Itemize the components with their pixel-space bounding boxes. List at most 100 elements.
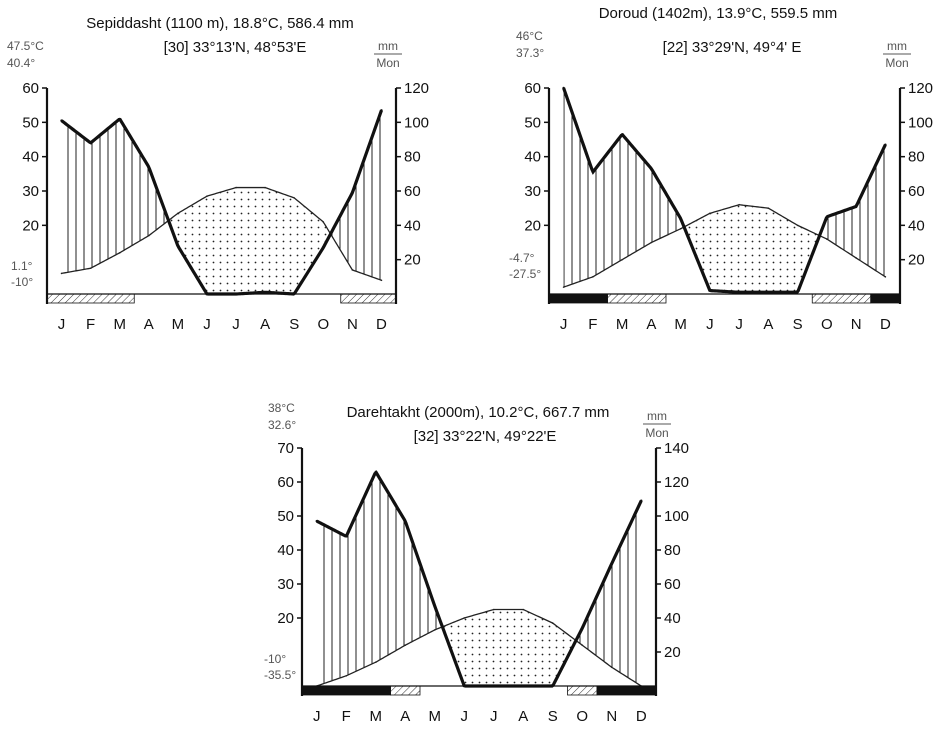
left-tick-label: 30 [277,576,294,593]
left-tick-label: 70 [277,440,294,457]
humid-period-hatch [316,472,642,686]
station-coordinates: [22] 33°29'N, 49°4' E [663,39,802,56]
precipitation-point [380,109,383,112]
right-tick-label: 40 [664,610,681,627]
temperature-point [118,252,121,254]
temperature-point [679,227,682,230]
right-tick-label: 100 [664,508,689,525]
left-tick-label: 30 [22,183,39,200]
precipitation-point [351,191,354,194]
precipitation-point [315,519,318,523]
humid-period-hatch [563,88,886,288]
precipitation-point [796,291,799,294]
temperature-point [826,238,828,240]
precipitation-line [562,87,887,294]
right-tick-label: 120 [404,80,429,97]
month-label: F [588,316,597,333]
temperature-point [89,267,92,270]
month-label: N [347,316,358,333]
month-label: A [763,316,773,333]
month-label: N [851,316,862,333]
right-tick-label: 120 [664,474,689,491]
left-tick-label: 40 [22,149,39,166]
precip-unit-month: Mon [376,56,399,70]
temperature-point [235,186,237,189]
frost-month-bar [596,685,657,696]
temperature-point [551,622,554,624]
month-label: M [113,316,126,333]
temperature-point [610,666,613,669]
precip-unit-month: Mon [885,56,908,70]
temperature-point [147,234,150,237]
temperature-point [709,212,711,215]
temperature-point [767,207,770,209]
left-tick-label: 40 [524,149,541,166]
month-label: M [674,316,687,333]
left-tick-label: 60 [22,80,39,97]
month-label: J [58,316,66,333]
temperature-point [404,644,407,646]
temperature-point [264,186,266,189]
month-label: A [646,316,656,333]
station-title: Doroud (1402m), 13.9°C, 559.5 mm [599,5,838,22]
right-tick-label: 60 [908,183,925,200]
temperature-line [61,186,382,281]
right-tick-label: 40 [404,217,421,234]
mean-min-temp-label: 1.1° [11,259,33,273]
month-label: D [636,708,647,725]
probable-frost-bar [390,685,421,696]
temperature-point [855,257,857,259]
precipitation-point [884,143,887,146]
probable-frost-bar [340,293,397,304]
precipitation-point [708,289,712,292]
precipitation-point [737,291,741,294]
arid-period-dots [169,187,330,294]
precipitation-point [89,141,92,145]
month-label: D [376,316,387,333]
temperature-point [581,644,584,646]
month-label: O [576,708,588,725]
precipitation-point [562,86,565,90]
month-label: D [880,316,891,333]
right-tick-label: 40 [908,217,925,234]
precipitation-point [825,215,829,218]
right-tick-label: 60 [664,576,681,593]
month-label: F [86,316,95,333]
precipitation-point [176,244,180,248]
month-label: J [560,316,568,333]
month-label: J [203,316,211,333]
left-tick-label: 50 [524,114,541,131]
temperature-point [562,286,565,288]
temperature-point [322,221,325,223]
mean-max-temp-label: 32.6° [268,418,296,432]
month-label: S [793,316,803,333]
left-tick-label: 50 [22,114,39,131]
left-tick-label: 60 [524,80,541,97]
station-coordinates: [32] 33°22'N, 49°22'E [414,428,557,445]
temperature-point [522,608,525,611]
precipitation-point [322,246,325,249]
precipitation-point [433,604,436,608]
temperature-point [621,258,623,261]
probable-frost-bar [46,293,135,304]
precipitation-point [591,170,595,174]
station-coordinates: [30] 33°13'N, 48°53'E [164,39,307,56]
month-label: N [606,708,617,725]
right-tick-label: 100 [404,114,429,131]
month-label: A [400,708,410,725]
temperature-point [592,276,594,278]
precipitation-point [404,519,407,523]
absolute-max-temp-label: 47.5°C [7,39,44,53]
absolute-min-temp-label: -27.5° [509,267,541,281]
precip-unit-mm: mm [647,409,667,423]
temperature-point [206,195,208,197]
precipitation-point [581,627,584,630]
frost-month-bar [301,685,391,696]
absolute-min-temp-label: -10° [11,275,33,289]
left-tick-label: 20 [22,217,39,234]
right-tick-label: 20 [664,644,681,661]
temperature-line [563,204,886,288]
arid-period-dots [684,204,819,293]
temperature-point [351,269,354,271]
month-label: J [490,708,498,725]
